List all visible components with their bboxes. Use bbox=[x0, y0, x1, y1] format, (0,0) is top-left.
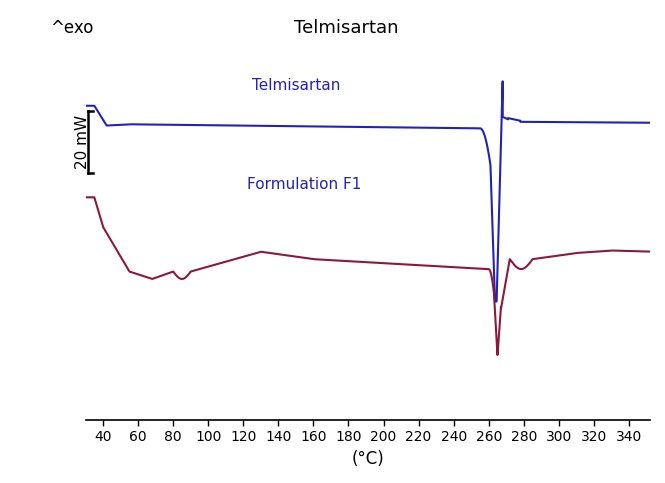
Text: Telmisartan: Telmisartan bbox=[252, 78, 340, 93]
Text: Formulation F1: Formulation F1 bbox=[247, 177, 362, 192]
Text: 20 mW: 20 mW bbox=[74, 114, 90, 169]
Text: Telmisartan: Telmisartan bbox=[293, 19, 398, 37]
X-axis label: (°C): (°C) bbox=[351, 450, 384, 468]
Text: ^exo: ^exo bbox=[50, 19, 93, 37]
